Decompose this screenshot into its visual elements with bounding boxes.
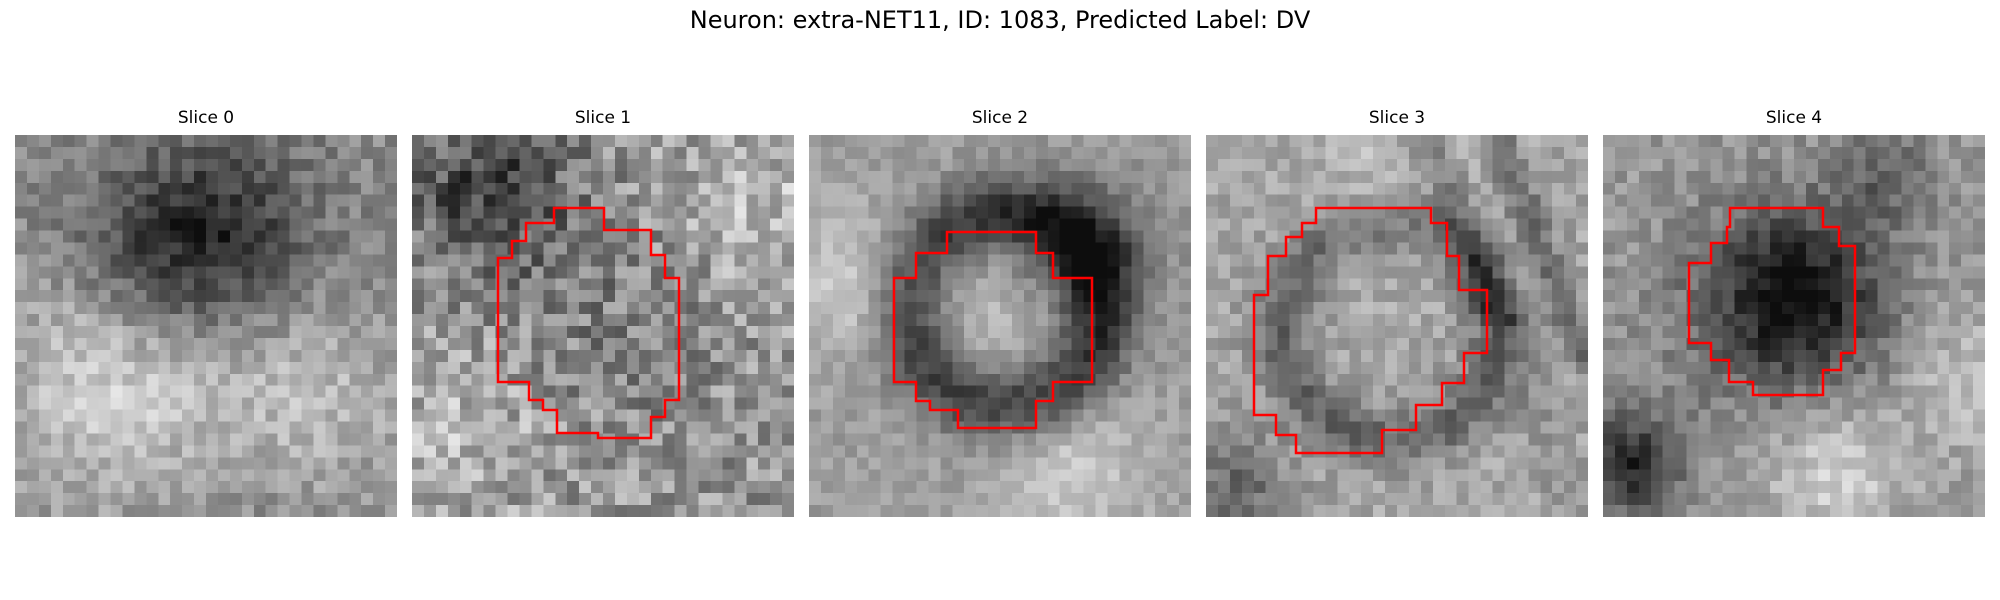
segmentation-contour xyxy=(496,206,681,440)
slice-texture xyxy=(1206,135,1588,517)
slice-image xyxy=(15,135,397,517)
slice-title: Slice 0 xyxy=(177,108,235,128)
figure-title: Neuron: extra-NET11, ID: 1083, Predicted… xyxy=(689,6,1311,34)
segmentation-contour xyxy=(1252,206,1489,455)
segmentation-contour xyxy=(1687,206,1857,397)
slice-title: Slice 2 xyxy=(971,108,1029,128)
slice-title: Slice 3 xyxy=(1368,108,1426,128)
slice-title: Slice 4 xyxy=(1765,108,1823,128)
segmentation-contour xyxy=(892,230,1094,430)
slice-texture xyxy=(15,135,397,517)
slice-image xyxy=(1603,135,1985,517)
slice-texture xyxy=(809,135,1191,517)
slice-title: Slice 1 xyxy=(574,108,632,128)
slice-texture xyxy=(1603,135,1985,517)
slice-image xyxy=(809,135,1191,517)
slice-image xyxy=(1206,135,1588,517)
slice-image xyxy=(412,135,794,517)
slice-texture xyxy=(412,135,794,517)
